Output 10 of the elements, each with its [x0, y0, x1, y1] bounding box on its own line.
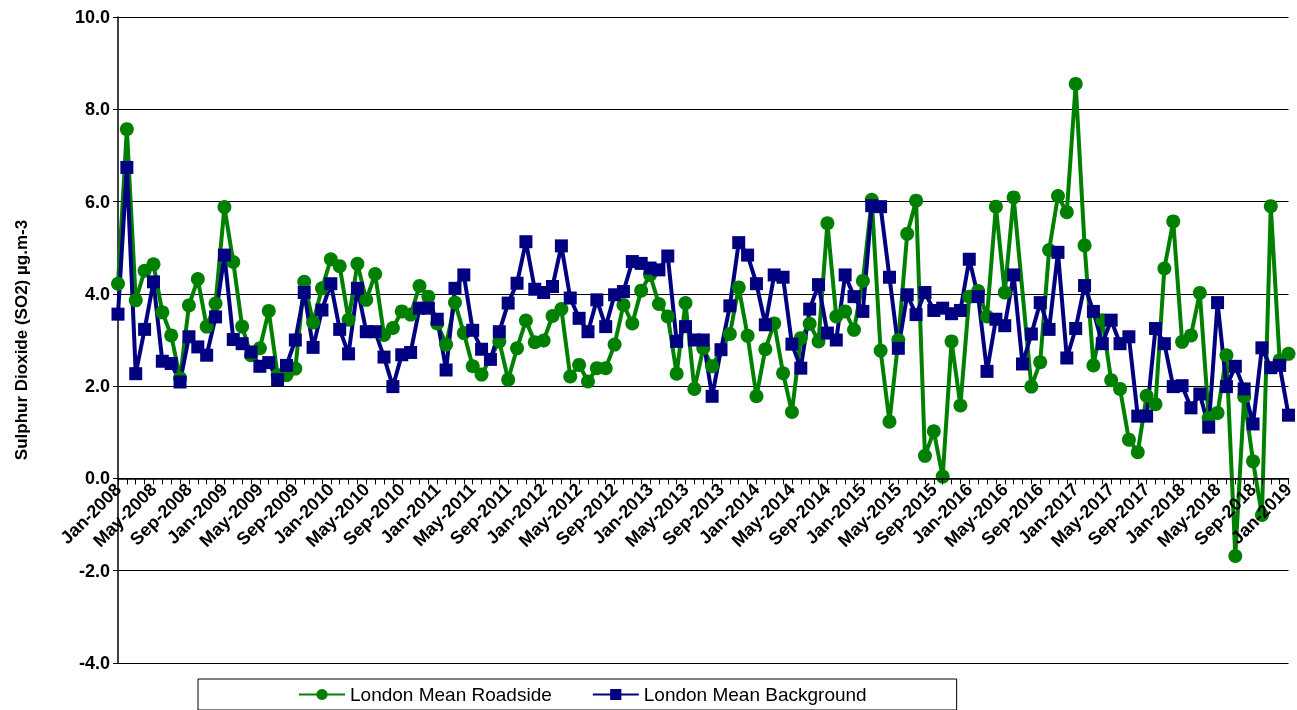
y-tick-label: 6.0 [84, 191, 110, 212]
y-tick-label: 8.0 [84, 99, 110, 120]
y-tick-label: -2.0 [78, 560, 110, 581]
y-tick-label: 2.0 [84, 376, 110, 397]
y-tick-label: 10.0 [74, 7, 110, 27]
y-tick-label: -4.0 [78, 653, 110, 673]
legend-label: London Mean Roadside [350, 684, 552, 705]
y-axis-title: Sulphur Dioxide (SO2) µg.m-3 [12, 219, 31, 461]
legend-label: London Mean Background [643, 684, 867, 705]
y-tick-label: 4.0 [84, 283, 110, 304]
